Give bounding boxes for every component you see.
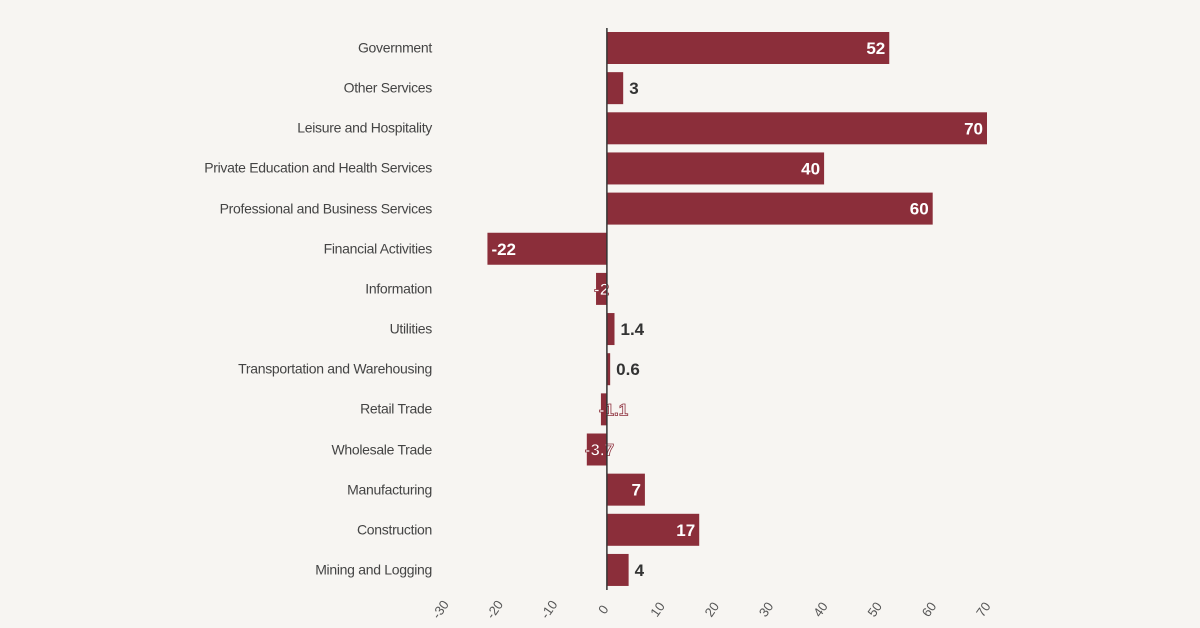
bar	[596, 272, 607, 305]
y-tick-label: Financial Activities	[323, 240, 433, 257]
y-tick-label: Professional and Business Services	[219, 200, 433, 217]
y-tick-label: Private Education and Health Services	[204, 159, 432, 176]
bar	[606, 513, 700, 546]
y-tick-label: Transportation and Warehousing	[238, 360, 432, 377]
y-tick-label: Other Services	[343, 79, 433, 96]
value-label: -1.1	[599, 400, 628, 419]
y-tick-label: Wholesale Trade	[331, 441, 432, 457]
value-label: 40	[801, 159, 820, 178]
x-tick-label: 50	[864, 599, 885, 619]
bar	[600, 393, 607, 426]
y-tick-label: Government	[357, 39, 432, 56]
y-tick-label: Construction	[357, 521, 432, 538]
x-tick-label: 40	[810, 599, 831, 619]
value-label: -22	[491, 240, 516, 259]
bar	[606, 313, 615, 346]
x-tick-label: 10	[647, 599, 668, 619]
value-label: 70	[964, 119, 983, 138]
y-tick-label: Leisure and Hospitality	[297, 119, 432, 136]
x-tick-label: 0	[595, 602, 611, 617]
value-label: 52	[866, 39, 885, 58]
bar	[606, 473, 645, 506]
bar	[606, 353, 611, 386]
x-tick-label: -10	[537, 597, 560, 621]
bar	[606, 553, 629, 586]
y-tick-label: Retail Trade	[360, 400, 432, 417]
bar	[586, 433, 607, 466]
y-tick-label: Utilities	[389, 320, 433, 337]
value-label: -3.7	[585, 441, 614, 460]
value-label: 4	[635, 561, 645, 580]
bar	[606, 152, 825, 185]
bar	[606, 192, 933, 225]
value-label: 7	[631, 481, 640, 500]
y-tick-label: Mining and Logging	[315, 561, 432, 578]
y-tick-label: Manufacturing	[347, 481, 432, 498]
bar	[606, 112, 987, 145]
value-label: 60	[910, 200, 929, 219]
x-tick-label: 30	[756, 599, 777, 619]
bar	[606, 72, 624, 105]
bar	[606, 32, 890, 64]
x-tick-label: 20	[702, 599, 723, 619]
x-tick-label: -20	[483, 597, 506, 621]
bar	[487, 232, 607, 265]
value-label: 3	[629, 79, 638, 98]
x-tick-label: -30	[429, 597, 452, 621]
x-tick-label: 70	[973, 599, 994, 619]
value-label: -2	[594, 280, 609, 299]
x-tick-label: 60	[919, 599, 940, 619]
y-tick-label: Information	[365, 280, 432, 297]
value-label: 0.6	[616, 360, 640, 379]
value-label: 17	[676, 521, 695, 540]
value-label: 1.4	[621, 320, 645, 339]
